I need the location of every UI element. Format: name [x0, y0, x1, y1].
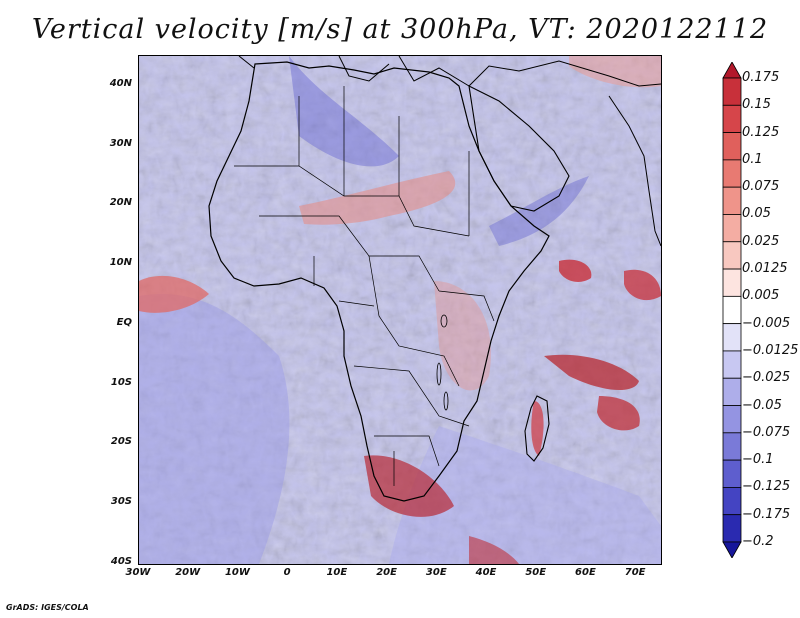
colorbar-tick-label: −0.125	[742, 479, 791, 495]
sahara-red-band	[299, 171, 456, 225]
colorbar-tick-label: 0.175	[742, 70, 780, 85]
colorbar-tick-label: −0.1	[742, 452, 774, 468]
colorbar-segment	[722, 214, 742, 243]
arabian-sea-blue	[489, 176, 589, 246]
colorbar-segment	[722, 104, 742, 133]
colorbar-tick-label: 0.1	[742, 151, 763, 167]
lat-label: 20N	[109, 197, 132, 209]
lon-label: 50E	[525, 567, 547, 578]
indian-ocean-red-swirl	[597, 396, 640, 431]
lake-malawi	[443, 391, 449, 411]
colorbar-segment	[722, 77, 742, 106]
colorbar-tick-label: 0.025	[742, 233, 780, 249]
country-borders	[234, 86, 495, 486]
lat-label: 40N	[109, 77, 132, 89]
lon-label: 10W	[224, 567, 250, 578]
colorbar-top-arrow	[722, 62, 742, 79]
south-africa-red	[364, 455, 454, 517]
credit-text: GrADS: IGES/COLA	[6, 603, 89, 612]
colorbar-tick-label: −0.2	[742, 534, 774, 549]
lon-label: 20W	[175, 567, 201, 578]
colorbar-segment	[722, 405, 742, 434]
indian-ocean-red-blob-2	[624, 269, 661, 301]
lat-label: 30S	[110, 496, 132, 508]
map-plot-area[interactable]	[138, 55, 662, 565]
colorbar-segment	[722, 350, 742, 379]
colorbar-segment	[722, 241, 742, 270]
middle-east-red	[569, 56, 661, 88]
colorbar-segment	[722, 132, 742, 161]
lake-victoria	[440, 314, 448, 328]
colorbar-tick-label: 0.05	[742, 206, 771, 222]
madagascar-east-red-swirl	[544, 354, 639, 391]
colorbar-segment	[722, 432, 742, 461]
madagascar-red	[531, 401, 544, 456]
colorbar-segment	[722, 487, 742, 516]
colorbar-tick-label: −0.0125	[742, 342, 799, 358]
colorbar-tick-label: 0.075	[742, 179, 780, 195]
map-title: Vertical velocity [m/s] at 300hPa, VT: 2…	[31, 14, 769, 45]
lat-label: 20S	[110, 436, 132, 448]
lon-label: 70E	[624, 567, 646, 578]
europe-coastline	[238, 56, 661, 87]
colorbar-segment	[722, 514, 742, 543]
lat-label: 40S	[110, 556, 132, 567]
lon-label: 40E	[475, 567, 497, 578]
south-ocean-red	[469, 536, 519, 564]
colorbar-segment	[722, 295, 742, 325]
india-coastline	[608, 95, 661, 247]
colorbar-tick-label: 0.0125	[742, 261, 788, 277]
lat-label: 10S	[110, 376, 132, 388]
lon-label: 20E	[376, 567, 397, 578]
colorbar-segment	[722, 268, 742, 297]
lon-label: 30W	[125, 567, 151, 578]
lon-label: 0	[283, 567, 291, 578]
colorbar-tick-label: −0.005	[742, 315, 791, 331]
colorbar-tick-label: 0.005	[742, 288, 780, 304]
madagascar-coastline	[524, 395, 550, 462]
lon-label: 60E	[575, 567, 596, 578]
colorbar-tick-label: −0.05	[742, 397, 782, 413]
colorbar-segment	[722, 323, 742, 352]
colorbar-segment	[722, 459, 742, 488]
colorbar-tick-label: −0.025	[742, 370, 791, 386]
lat-label: EQ	[116, 316, 132, 328]
lon-label: 10E	[326, 567, 348, 578]
colorbar-segment	[722, 186, 742, 215]
south-atlantic-blue	[139, 294, 290, 564]
colorbar-tick-label: 0.125	[742, 124, 780, 140]
arabia-coastline	[468, 85, 570, 212]
central-africa-red	[434, 281, 491, 391]
colorbar-tick-label: 0.15	[742, 97, 771, 113]
colorbar-bottom-arrow	[722, 541, 742, 558]
lat-label: 30N	[109, 137, 132, 149]
lat-label: 10N	[109, 257, 132, 269]
lon-label: 30E	[425, 567, 447, 578]
lake-tanganyika	[436, 362, 442, 386]
indian-ocean-red-blob	[559, 259, 592, 282]
colorbar-tick-label: −0.075	[742, 424, 791, 440]
colorbar-segment	[722, 159, 742, 188]
southern-ocean-blue	[389, 426, 661, 564]
colorbar-segment	[722, 377, 742, 406]
africa-map	[139, 56, 661, 564]
colorbar	[722, 62, 742, 558]
africa-coastline	[208, 61, 550, 502]
atlantic-red-band	[139, 275, 209, 313]
colorbar-tick-label: −0.175	[742, 506, 791, 522]
